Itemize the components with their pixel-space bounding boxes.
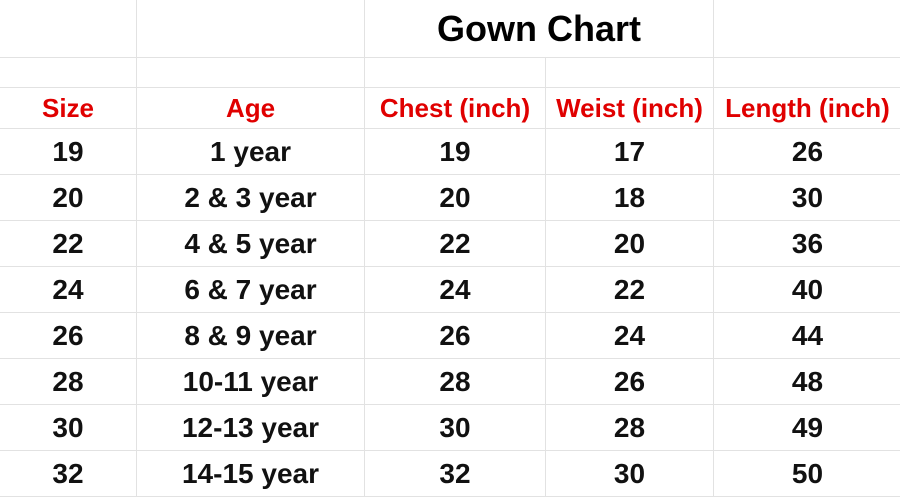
cell-waist[interactable]: 17: [545, 128, 714, 175]
cell-size[interactable]: 22: [0, 220, 137, 267]
header-size[interactable]: Size: [0, 87, 137, 129]
cell-age[interactable]: 1 year: [136, 128, 365, 175]
chart-title[interactable]: Gown Chart: [364, 0, 714, 58]
cell-waist[interactable]: 26: [545, 358, 714, 405]
cell-length[interactable]: 49: [713, 404, 900, 451]
table-row: 30 12-13 year 30 28 49: [0, 404, 900, 451]
cell-chest[interactable]: 32: [364, 450, 546, 497]
table-row: 26 8 & 9 year 26 24 44: [0, 312, 900, 359]
cell-age[interactable]: 6 & 7 year: [136, 266, 365, 313]
table-row: 20 2 & 3 year 20 18 30: [0, 174, 900, 221]
cell-size[interactable]: 19: [0, 128, 137, 175]
cell-waist[interactable]: 24: [545, 312, 714, 359]
cell-length[interactable]: 48: [713, 358, 900, 405]
cell-age[interactable]: 10-11 year: [136, 358, 365, 405]
cell-length[interactable]: 36: [713, 220, 900, 267]
cell-chest[interactable]: 24: [364, 266, 546, 313]
cell-size[interactable]: 26: [0, 312, 137, 359]
table-row: 28 10-11 year 28 26 48: [0, 358, 900, 405]
cell-waist[interactable]: 20: [545, 220, 714, 267]
cell-length[interactable]: 30: [713, 174, 900, 221]
header-chest[interactable]: Chest (inch): [364, 87, 546, 129]
cell-size[interactable]: 28: [0, 358, 137, 405]
cell-waist[interactable]: 28: [545, 404, 714, 451]
table-row: 24 6 & 7 year 24 22 40: [0, 266, 900, 313]
cell-waist[interactable]: 22: [545, 266, 714, 313]
cell[interactable]: [136, 0, 365, 58]
table-row: 19 1 year 19 17 26: [0, 128, 900, 175]
cell[interactable]: [0, 57, 137, 88]
cell-age[interactable]: 8 & 9 year: [136, 312, 365, 359]
header-waist[interactable]: Weist (inch): [545, 87, 714, 129]
cell-chest[interactable]: 20: [364, 174, 546, 221]
header-age[interactable]: Age: [136, 87, 365, 129]
header-length[interactable]: Length (inch): [713, 87, 900, 129]
blank-row: [0, 57, 900, 88]
cell-waist[interactable]: 18: [545, 174, 714, 221]
cell[interactable]: [0, 0, 137, 58]
cell-length[interactable]: 40: [713, 266, 900, 313]
cell-age[interactable]: 14-15 year: [136, 450, 365, 497]
cell-chest[interactable]: 28: [364, 358, 546, 405]
table-row: 22 4 & 5 year 22 20 36: [0, 220, 900, 267]
cell[interactable]: [545, 57, 714, 88]
cell[interactable]: [713, 57, 900, 88]
title-row: Gown Chart: [0, 0, 900, 58]
cell[interactable]: [136, 57, 365, 88]
header-row: Size Age Chest (inch) Weist (inch) Lengt…: [0, 87, 900, 129]
cell-length[interactable]: 26: [713, 128, 900, 175]
cell-age[interactable]: 12-13 year: [136, 404, 365, 451]
cell-waist[interactable]: 30: [545, 450, 714, 497]
cell-age[interactable]: 2 & 3 year: [136, 174, 365, 221]
cell-length[interactable]: 50: [713, 450, 900, 497]
cell-age[interactable]: 4 & 5 year: [136, 220, 365, 267]
cell-size[interactable]: 24: [0, 266, 137, 313]
cell[interactable]: [713, 0, 900, 58]
cell-length[interactable]: 44: [713, 312, 900, 359]
table-row: 32 14-15 year 32 30 50: [0, 450, 900, 497]
cell-chest[interactable]: 26: [364, 312, 546, 359]
cell-size[interactable]: 20: [0, 174, 137, 221]
cell[interactable]: [364, 57, 546, 88]
cell-size[interactable]: 30: [0, 404, 137, 451]
cell-chest[interactable]: 30: [364, 404, 546, 451]
cell-size[interactable]: 32: [0, 450, 137, 497]
cell-chest[interactable]: 22: [364, 220, 546, 267]
cell-chest[interactable]: 19: [364, 128, 546, 175]
